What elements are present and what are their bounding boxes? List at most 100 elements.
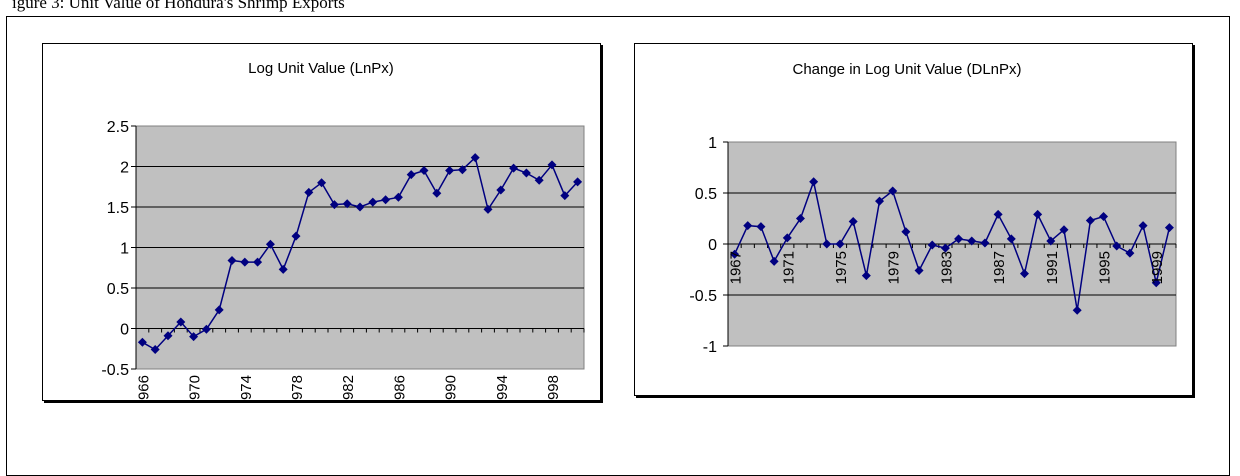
lnpx-data-point xyxy=(534,175,544,185)
lnpx-data-point xyxy=(368,197,378,207)
lnpx-data-point xyxy=(496,185,506,195)
dlnpx-y-tick-label: -0.5 xyxy=(689,288,717,305)
lnpx-data-point xyxy=(457,165,467,175)
lnpx-chart: Log Unit Value (LnPx) -0.5 0 0.5 1 1.5 2 2.5 196… xyxy=(42,43,601,408)
dlnpx-data-point xyxy=(730,249,740,259)
lnpx-y-tick-label: 0.5 xyxy=(107,281,129,298)
dlnpx-x-tick-label: 1967 xyxy=(728,251,745,284)
dlnpx-data-point xyxy=(1019,269,1029,279)
lnpx-x-tick-label: 1970 xyxy=(187,375,204,400)
lnpx-data-point xyxy=(381,195,391,205)
dlnpx-data-point xyxy=(822,239,832,249)
dlnpx-data-point xyxy=(769,256,779,266)
dlnpx-x-tick-label: 1983 xyxy=(938,251,955,284)
dlnpx-x-tick-label: 1991 xyxy=(1044,251,1061,284)
dlnpx-data-point xyxy=(1138,221,1148,231)
dlnpx-x-tick-label: 1971 xyxy=(780,251,797,284)
dlnpx-data-point xyxy=(743,221,753,231)
lnpx-data-point xyxy=(227,255,237,265)
lnpx-data-point xyxy=(176,317,186,327)
lnpx-data-point xyxy=(470,153,480,163)
lnpx-data-point xyxy=(483,204,493,214)
dlnpx-data-point xyxy=(1085,216,1095,226)
dlnpx-data-point xyxy=(875,196,885,206)
dlnpx-data-point xyxy=(756,222,766,232)
dlnpx-data-point xyxy=(782,233,792,243)
lnpx-x-tick-label: 1982 xyxy=(340,375,357,400)
dlnpx-data-point xyxy=(967,236,977,246)
lnpx-data-point xyxy=(291,231,301,241)
dlnpx-chart: Change in Log Unit Value (DLnPx) -1 -0.5 0 0… xyxy=(634,43,1193,396)
lnpx-data-point xyxy=(240,257,250,267)
lnpx-x-tick-label: 1990 xyxy=(443,375,460,400)
lnpx-y-tick-label: 0 xyxy=(120,322,129,339)
dlnpx-data-point xyxy=(795,214,805,223)
dlnpx-data-point xyxy=(809,177,819,187)
dlnpx-data-point xyxy=(848,217,858,227)
dlnpx-y-tick-label: -1 xyxy=(703,339,717,356)
lnpx-y-tick-label: -0.5 xyxy=(101,362,129,379)
lnpx-y-tick-label: 2 xyxy=(120,160,129,177)
dlnpx-data-point xyxy=(835,239,845,249)
lnpx-data-point xyxy=(265,239,275,249)
lnpx-x-tick-label: 1986 xyxy=(391,375,408,400)
lnpx-x-tick-label: 1978 xyxy=(289,375,306,400)
dlnpx-data-point xyxy=(901,227,911,237)
lnpx-data-point xyxy=(432,188,442,198)
lnpx-data-point xyxy=(547,160,557,170)
lnpx-data-point xyxy=(560,191,570,201)
lnpx-data-point xyxy=(189,332,199,342)
dlnpx-y-tick-label: 0.5 xyxy=(695,186,717,203)
dlnpx-x-tick-label: 1979 xyxy=(886,251,903,284)
dlnpx-x-tick-label: 1995 xyxy=(1097,251,1114,284)
dlnpx-data-point xyxy=(861,271,871,281)
dlnpx-data-point xyxy=(927,240,937,250)
dlnpx-data-point xyxy=(1006,234,1016,244)
lnpx-data-point xyxy=(355,202,365,212)
lnpx-data-point xyxy=(509,163,519,173)
dlnpx-data-point xyxy=(993,209,1003,219)
dlnpx-data-point xyxy=(1164,223,1174,233)
dlnpx-x-tick-label: 1975 xyxy=(833,251,850,284)
dlnpx-y-tick-label: 0 xyxy=(708,237,717,254)
lnpx-data-point xyxy=(329,200,339,210)
lnpx-x-tick-label: 1994 xyxy=(494,375,511,400)
dlnpx-data-point xyxy=(1151,278,1161,288)
dlnpx-data-point xyxy=(1033,209,1043,219)
lnpx-data-point xyxy=(317,178,327,188)
lnpx-data-point xyxy=(393,192,403,202)
lnpx-data-point xyxy=(278,264,288,274)
lnpx-y-tick-label: 1.5 xyxy=(107,200,129,217)
lnpx-data-point xyxy=(342,199,352,209)
dlnpx-x-tick-label: 1999 xyxy=(1149,251,1166,284)
dlnpx-data-point xyxy=(888,186,898,196)
dlnpx-data-point xyxy=(1125,248,1135,258)
dlnpx-data-point xyxy=(1046,236,1056,246)
lnpx-data-point xyxy=(406,170,416,180)
lnpx-data-point xyxy=(201,324,211,334)
dlnpx-data-point xyxy=(1112,241,1122,251)
lnpx-data-point xyxy=(150,345,160,355)
lnpx-data-point xyxy=(445,166,455,176)
dlnpx-data-point xyxy=(940,243,950,253)
dlnpx-chart-svg: Change in Log Unit Value (DLnPx) -1 -0.5 0 0… xyxy=(689,61,1177,356)
dlnpx-data-point xyxy=(914,266,924,276)
lnpx-x-tick-label: 1974 xyxy=(238,375,255,400)
lnpx-chart-svg: Log Unit Value (LnPx) -0.5 0 0.5 1 1.5 2 2.5 196… xyxy=(101,60,585,408)
lnpx-data-point xyxy=(137,337,147,347)
lnpx-data-point xyxy=(304,187,314,197)
dlnpx-data-point xyxy=(1072,305,1082,315)
figure-caption: igure 3: Unit Value of Hondura's Shrimp … xyxy=(12,0,345,12)
dlnpx-data-point xyxy=(1059,225,1069,235)
lnpx-data-point xyxy=(521,168,531,178)
dlnpx-chart-title: Change in Log Unit Value (DLnPx) xyxy=(792,61,1021,78)
dlnpx-series-line xyxy=(733,179,1171,311)
lnpx-data-point xyxy=(214,305,224,315)
lnpx-data-point xyxy=(573,177,583,187)
lnpx-data-point xyxy=(419,166,429,176)
dlnpx-x-tick-label: 1987 xyxy=(991,251,1008,284)
lnpx-x-tick-label: 1966 xyxy=(135,375,152,400)
lnpx-y-tick-label: 1 xyxy=(120,241,129,258)
dlnpx-data-point xyxy=(980,238,990,248)
lnpx-y-tick-label: 2.5 xyxy=(107,119,129,136)
